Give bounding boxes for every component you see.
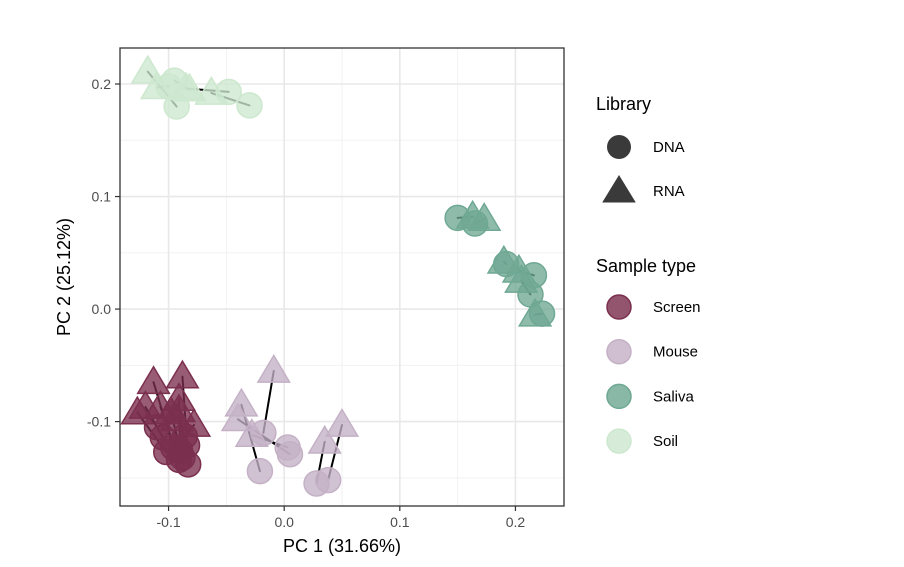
legend-label-screen: Screen	[653, 299, 701, 316]
x-axis: -0.1 0.0 0.1 0.2	[157, 506, 526, 530]
dna-point-screen	[169, 444, 196, 471]
legend-key-soil	[606, 428, 632, 454]
legend-title-sample-type: Sample type	[596, 256, 696, 276]
dna-point-mouse	[250, 419, 277, 447]
rna-point-mouse	[220, 402, 256, 432]
dna-point-saliva	[461, 210, 489, 237]
plot-border	[119, 47, 565, 507]
y-tick-label: 0.2	[92, 76, 112, 92]
x-tick-label: 0.0	[274, 514, 294, 530]
plot-area	[119, 47, 565, 507]
legend-label-soil: Soil	[653, 433, 678, 450]
x-axis-title: PC 1 (31.66%)	[283, 536, 401, 556]
data-points	[120, 54, 556, 497]
x-tick-label: -0.1	[157, 514, 181, 530]
x-tick-label: 0.2	[506, 514, 526, 530]
legend-key-mouse	[606, 338, 632, 365]
rna-point-screen	[128, 390, 163, 419]
rna-point-screen	[136, 365, 171, 395]
legend-key-saliva	[606, 383, 632, 410]
rna-point-mouse	[256, 353, 291, 383]
rna-point-mouse	[324, 408, 360, 437]
dna-point-soil	[236, 92, 263, 119]
dna-point-saliva	[517, 281, 544, 308]
y-tick-label: -0.1	[87, 414, 111, 430]
rna-point-screen	[165, 359, 200, 389]
y-tick-label: 0.0	[92, 301, 112, 317]
dna-point-soil	[215, 78, 242, 106]
legend-key-dna	[607, 135, 631, 159]
dna-point-soil	[155, 73, 182, 100]
legend-label-mouse: Mouse	[653, 344, 698, 361]
legends: Library DNA RNA Sample type Screen Mouse Saliv…	[596, 94, 701, 454]
dna-point-mouse	[246, 457, 274, 485]
y-axis-title: PC 2 (25.12%)	[54, 218, 74, 336]
dna-point-saliva	[492, 250, 520, 278]
y-tick-label: 0.1	[92, 189, 112, 205]
legend-key-rna	[602, 175, 636, 203]
y-axis: -0.1 0.0 0.1 0.2	[87, 76, 120, 430]
legend-label-saliva: Saliva	[653, 388, 695, 405]
legend-label-rna: RNA	[653, 183, 685, 200]
dna-point-mouse	[314, 466, 342, 494]
legend-label-dna: DNA	[653, 139, 685, 156]
rna-point-mouse	[307, 424, 342, 454]
legend-key-screen	[606, 294, 632, 320]
x-tick-label: 0.1	[390, 514, 410, 530]
dna-point-screen	[143, 413, 171, 441]
dna-point-mouse	[274, 434, 301, 461]
legend-title-library: Library	[596, 94, 651, 114]
dna-point-saliva	[528, 300, 556, 327]
